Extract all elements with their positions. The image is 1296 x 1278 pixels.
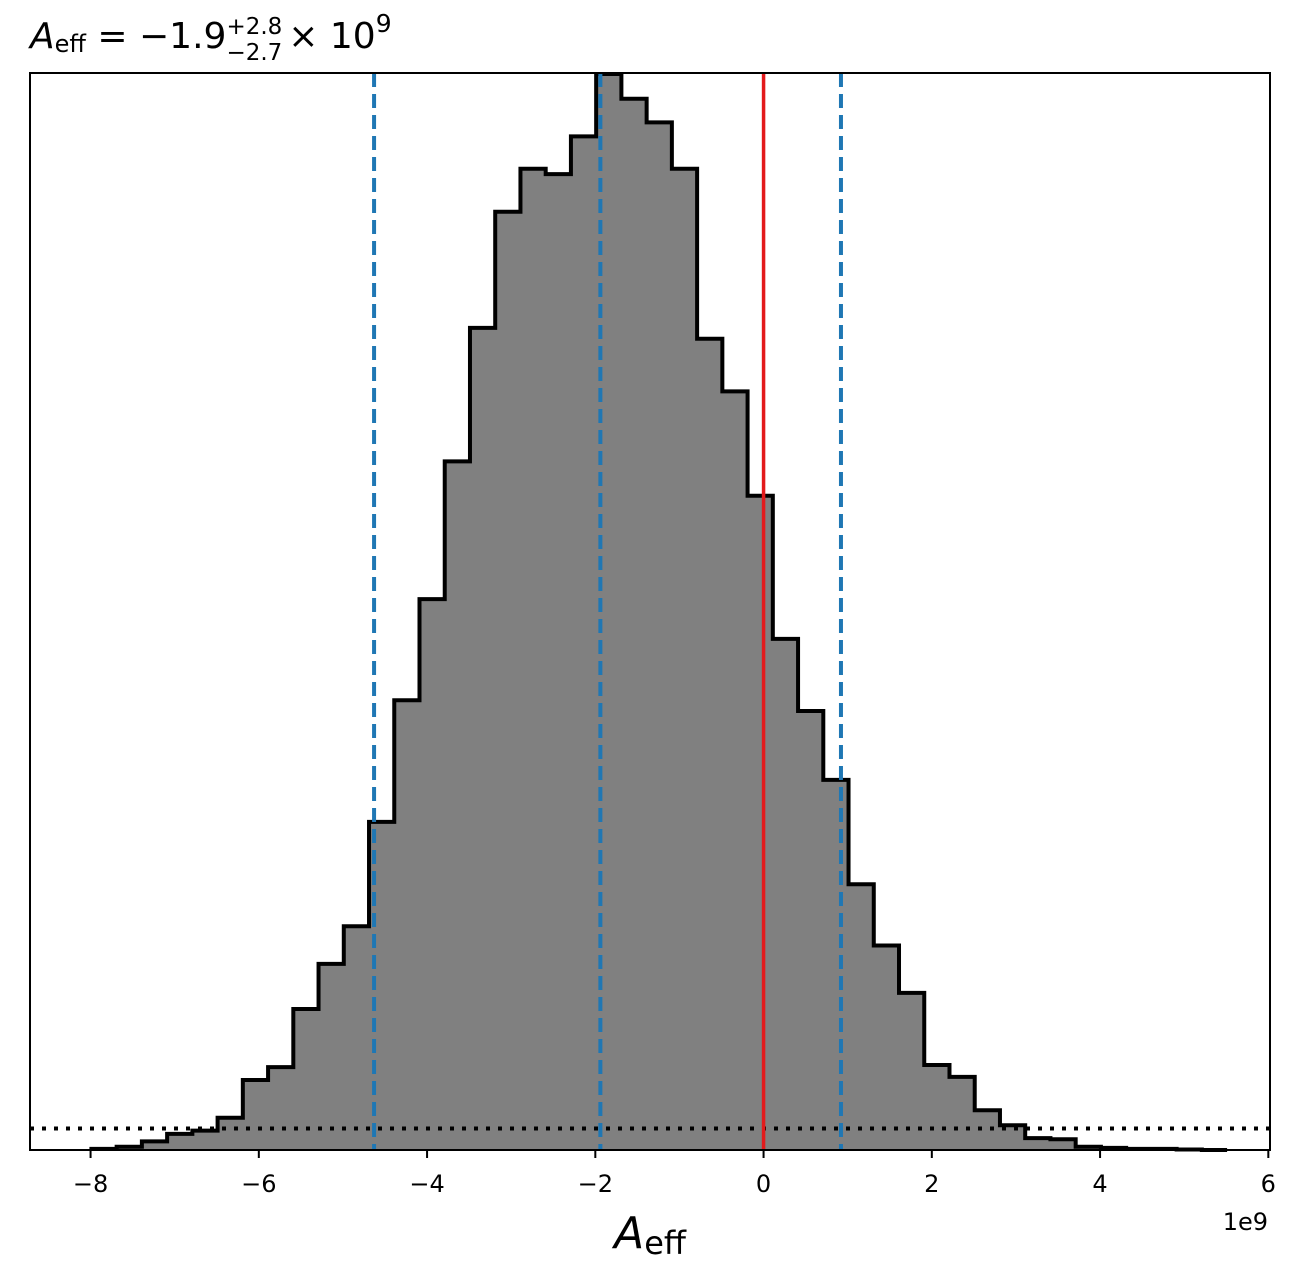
- title-exponent: 9: [376, 9, 392, 38]
- x-tick-label-5: 2: [924, 1170, 939, 1198]
- x-axis-label: Aeff: [611, 1208, 687, 1262]
- x-offset-text: 1e9: [1223, 1208, 1268, 1236]
- title-lower-err: −2.7: [226, 40, 282, 66]
- x-tick-label-1: −6: [241, 1170, 276, 1198]
- xlabel-sub: eff: [644, 1224, 687, 1262]
- x-tick-label-2: −4: [409, 1170, 444, 1198]
- title-symbol-sub: eff: [55, 30, 87, 58]
- x-tick-label-4: 0: [756, 1170, 771, 1198]
- title-symbol: A: [28, 16, 55, 57]
- title-median: −1.9: [139, 16, 226, 57]
- x-tick-label-7: 6: [1261, 1170, 1276, 1198]
- xlabel-symbol: A: [611, 1208, 644, 1259]
- title-upper-err: +2.8: [226, 14, 282, 40]
- quantile-lines: [372, 73, 843, 1150]
- axes-frame: [29, 72, 1271, 1151]
- x-axis-ticks: −8 −6 −4 −2 0 2 4 6: [73, 1150, 1276, 1198]
- x-tick-label-3: −2: [578, 1170, 613, 1198]
- histogram-fill: [91, 74, 1228, 1150]
- title-equals: =: [86, 16, 139, 57]
- plot-area: −8 −6 −4 −2 0 2 4 6: [29, 72, 1276, 1198]
- x-tick-label-0: −8: [73, 1170, 108, 1198]
- x-tick-label-6: 4: [1092, 1170, 1107, 1198]
- histogram-outline: [89, 72, 1228, 1152]
- chart-title: Aeff = −1.9+2.8 −2.7 × 109: [28, 9, 392, 66]
- title-multiplier: × 10: [288, 16, 375, 57]
